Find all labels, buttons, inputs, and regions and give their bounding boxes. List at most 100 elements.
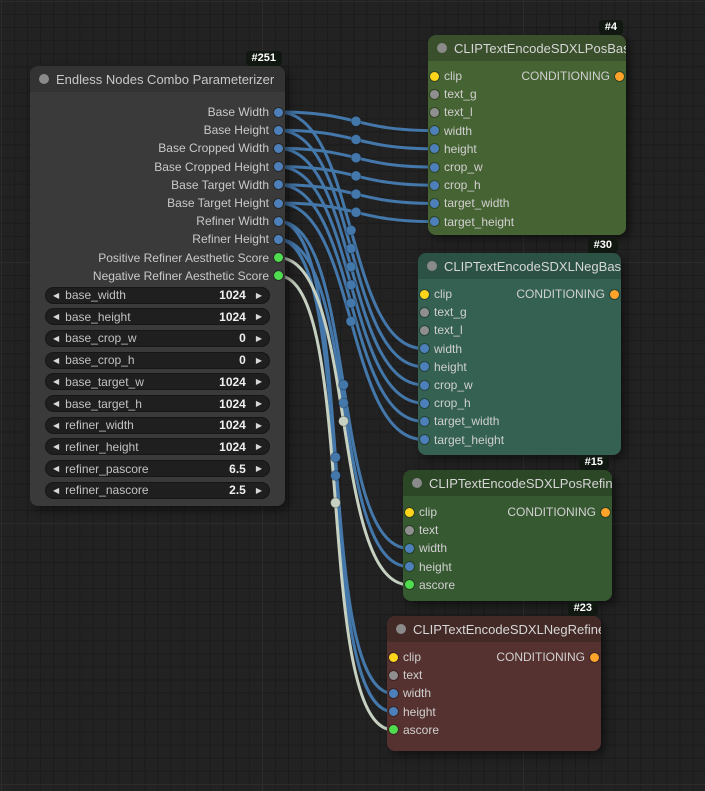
collapse-dot-icon[interactable]: [437, 43, 447, 53]
decrement-arrow-icon[interactable]: ◀: [53, 464, 60, 474]
port-dot-conditioning[interactable]: [609, 289, 619, 299]
port-dot-target-height[interactable]: [429, 217, 439, 227]
widget-refiner-height[interactable]: ◀ refiner_height 1024 ▶: [45, 438, 270, 456]
decrement-arrow-icon[interactable]: ◀: [53, 312, 60, 322]
increment-arrow-icon[interactable]: ▶: [255, 442, 262, 452]
decrement-arrow-icon[interactable]: ◀: [53, 399, 60, 408]
widget-refiner-pascore[interactable]: ◀ refiner_pascore 6.5 ▶: [45, 460, 270, 478]
port-dot-height[interactable]: [419, 362, 429, 372]
port-dot-height[interactable]: [429, 144, 439, 154]
port-dot-text[interactable]: [388, 670, 398, 680]
widget-base-target-w[interactable]: ◀ base_target_w 1024 ▶: [45, 373, 270, 391]
port-dot-height[interactable]: [388, 707, 398, 717]
node-title-bar[interactable]: CLIPTextEncodeSDXLNegRefiner: [387, 616, 601, 642]
decrement-arrow-icon[interactable]: ◀: [53, 442, 60, 452]
increment-arrow-icon[interactable]: ▶: [255, 333, 262, 343]
decrement-arrow-icon[interactable]: ◀: [53, 377, 60, 387]
port-dot-negative-refiner-aesthetic-score[interactable]: [273, 271, 283, 281]
port-dot-crop-w[interactable]: [419, 380, 429, 390]
port-dot-target-width[interactable]: [419, 416, 429, 426]
decrement-arrow-icon[interactable]: ◀: [53, 333, 60, 343]
port-dot-width[interactable]: [419, 344, 429, 354]
increment-arrow-icon[interactable]: ▶: [255, 312, 262, 322]
widget-refiner-nascore[interactable]: ◀ refiner_nascore 2.5 ▶: [45, 481, 270, 499]
port-dot-height[interactable]: [404, 562, 414, 572]
port-dot-text-g[interactable]: [419, 307, 429, 317]
node-param[interactable]: #251 Endless Nodes Combo Parameterizer Bas…: [30, 51, 285, 506]
increment-arrow-icon[interactable]: ▶: [255, 290, 262, 300]
collapse-dot-icon[interactable]: [396, 624, 406, 634]
node-posbase[interactable]: #4 CLIPTextEncodeSDXLPosBase CONDITIONING c…: [428, 20, 626, 235]
widget-value[interactable]: 1024: [219, 309, 246, 324]
widget-refiner-width[interactable]: ◀ refiner_width 1024 ▶: [45, 416, 270, 434]
port-dot-width[interactable]: [388, 688, 398, 698]
increment-arrow-icon[interactable]: ▶: [255, 355, 262, 365]
widget-value[interactable]: 1024: [219, 288, 246, 302]
port-dot-base-cropped-height[interactable]: [273, 162, 283, 172]
link-midpoint-dot: [338, 379, 349, 391]
port-dot-crop-h[interactable]: [419, 398, 429, 408]
widget-base-height[interactable]: ◀ base_height 1024 ▶: [45, 308, 270, 326]
port-dot-refiner-width[interactable]: [273, 216, 283, 226]
collapse-dot-icon[interactable]: [427, 261, 437, 271]
port-dot-base-target-height[interactable]: [273, 198, 283, 208]
port-dot-target-width[interactable]: [429, 198, 439, 208]
port-dot-text-l[interactable]: [419, 325, 429, 335]
port-dot-text-g[interactable]: [429, 89, 439, 99]
port-dot-clip[interactable]: [419, 289, 429, 299]
port-dot-refiner-height[interactable]: [273, 234, 283, 244]
port-dot-conditioning[interactable]: [589, 652, 599, 662]
node-negref[interactable]: #23 CLIPTextEncodeSDXLNegRefiner CONDITION…: [387, 601, 601, 751]
port-dot-ascore[interactable]: [388, 725, 398, 735]
node-title-bar[interactable]: Endless Nodes Combo Parameterizer: [30, 66, 285, 92]
port-dot-positive-refiner-aesthetic-score[interactable]: [273, 253, 283, 263]
widget-value[interactable]: 1024: [219, 374, 246, 389]
widget-base-crop-h[interactable]: ◀ base_crop_h 0 ▶: [45, 351, 270, 369]
port-dot-text[interactable]: [404, 525, 414, 535]
node-negbase[interactable]: #30 CLIPTextEncodeSDXLNegBase CONDITIONING…: [418, 238, 621, 455]
port-dot-conditioning[interactable]: [600, 507, 610, 517]
port-dot-base-height[interactable]: [273, 125, 283, 135]
increment-arrow-icon[interactable]: ▶: [255, 485, 262, 495]
port-dot-text-l[interactable]: [429, 107, 439, 117]
port-dot-ascore[interactable]: [404, 580, 414, 590]
collapse-dot-icon[interactable]: [39, 74, 49, 84]
port-dot-conditioning[interactable]: [614, 71, 624, 81]
port-dot-width[interactable]: [429, 126, 439, 136]
node-title-bar[interactable]: CLIPTextEncodeSDXLPosBase: [428, 35, 626, 61]
port-dot-base-cropped-width[interactable]: [273, 143, 283, 153]
decrement-arrow-icon[interactable]: ◀: [53, 485, 60, 495]
node-posref[interactable]: #15 CLIPTextEncodeSDXLPosRefiner CONDITION…: [403, 455, 612, 601]
widget-value[interactable]: 2.5: [229, 483, 246, 498]
collapse-dot-icon[interactable]: [412, 478, 422, 488]
node-title-bar[interactable]: CLIPTextEncodeSDXLPosRefiner: [403, 470, 612, 496]
decrement-arrow-icon[interactable]: ◀: [53, 290, 60, 300]
port-dot-base-target-width[interactable]: [273, 180, 283, 190]
port-dot-clip[interactable]: [429, 71, 439, 81]
port-dot-width[interactable]: [404, 543, 414, 553]
decrement-arrow-icon[interactable]: ◀: [53, 355, 60, 365]
node-title-bar[interactable]: CLIPTextEncodeSDXLNegBase: [418, 253, 621, 279]
increment-arrow-icon[interactable]: ▶: [255, 399, 262, 408]
widget-value[interactable]: 1024: [219, 439, 246, 454]
port-dot-clip[interactable]: [404, 507, 414, 517]
port-label: height: [419, 559, 452, 574]
widget-value[interactable]: 1024: [219, 418, 246, 433]
increment-arrow-icon[interactable]: ▶: [255, 377, 262, 387]
port-dot-crop-h[interactable]: [429, 180, 439, 190]
port-dot-target-height[interactable]: [419, 435, 429, 445]
decrement-arrow-icon[interactable]: ◀: [53, 420, 60, 430]
increment-arrow-icon[interactable]: ▶: [255, 464, 262, 474]
widget-value[interactable]: 1024: [219, 396, 246, 411]
port-dot-crop-w[interactable]: [429, 162, 439, 172]
widget-value[interactable]: 0: [239, 353, 246, 368]
port-dot-clip[interactable]: [388, 652, 398, 662]
widget-base-crop-w[interactable]: ◀ base_crop_w 0 ▶: [45, 329, 270, 347]
widget-value[interactable]: 6.5: [229, 461, 246, 476]
widget-value[interactable]: 0: [239, 331, 246, 346]
increment-arrow-icon[interactable]: ▶: [255, 420, 262, 430]
port-dot-base-width[interactable]: [273, 107, 283, 117]
widget-base-target-h[interactable]: ◀ base_target_h 1024 ▶: [45, 395, 270, 412]
widget-base-width[interactable]: ◀ base_width 1024 ▶: [45, 286, 270, 304]
